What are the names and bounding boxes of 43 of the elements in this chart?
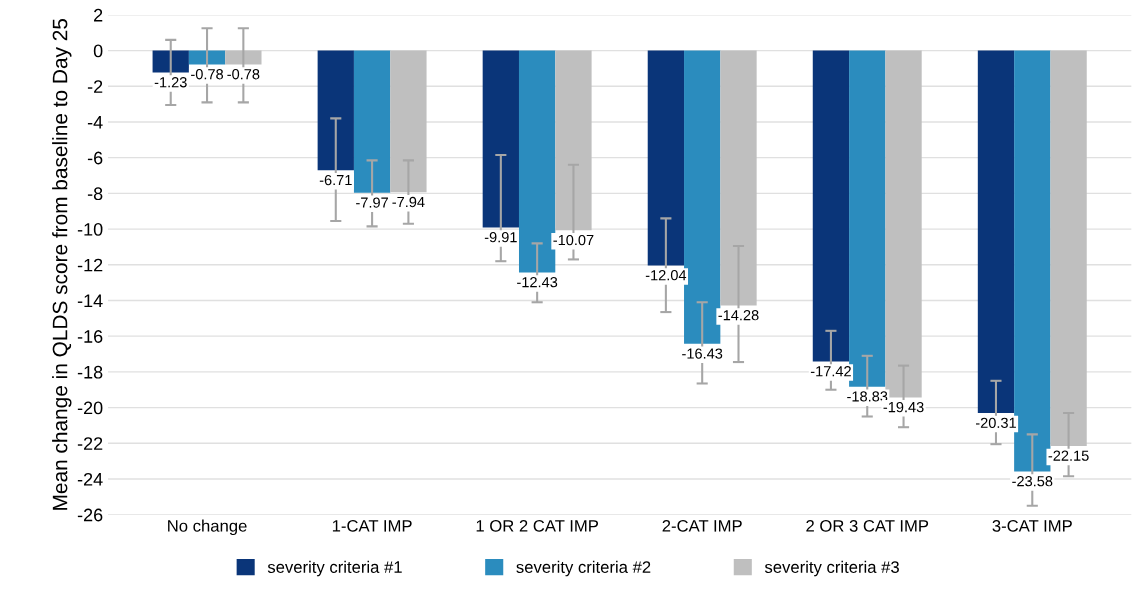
data-label: -12.04 [645, 270, 687, 281]
legend-label: severity criteria #2 [516, 560, 651, 577]
y-tick-label: -16 [77, 330, 103, 343]
x-tick-label: 2 OR 3 CAT IMP [806, 519, 929, 532]
y-tick-label: 0 [93, 44, 103, 58]
y-tick-label: -4 [87, 116, 103, 129]
data-label: -7.97 [356, 197, 388, 208]
y-tick-label: -26 [77, 508, 103, 522]
data-label: -9.91 [484, 232, 517, 243]
y-tick-label: -6 [87, 151, 103, 165]
legend-label: severity criteria #3 [764, 560, 899, 577]
data-label: -19.43 [883, 401, 924, 413]
data-label: -10.07 [553, 234, 594, 246]
data-label: -22.15 [1048, 450, 1089, 461]
y-tick-label: -2 [87, 80, 103, 93]
x-tick-label: 1-CAT IMP [332, 519, 412, 532]
data-label: -14.28 [718, 310, 759, 321]
y-tick-label: -22 [77, 437, 103, 450]
data-label: -7.94 [392, 196, 425, 208]
y-tick-label: -10 [77, 223, 103, 236]
x-tick-label: 2-CAT IMP [662, 519, 742, 532]
data-label: -16.43 [682, 348, 723, 359]
data-label: -18.83 [847, 391, 888, 402]
data-label: -23.58 [1012, 476, 1053, 487]
data-label: -6.71 [319, 174, 352, 186]
y-tick-label: -24 [77, 472, 103, 486]
data-label: -0.78 [191, 69, 224, 80]
data-label: -0.78 [227, 69, 260, 80]
x-tick-label: 3-CAT IMP [992, 519, 1072, 532]
y-axis-title: Mean change in QLDS score from baseline to Day 25 [52, 18, 72, 510]
data-label: -17.42 [810, 366, 851, 377]
y-tick-label: -14 [77, 294, 103, 308]
x-tick-label: 1 OR 2 CAT IMP [476, 519, 599, 532]
data-label: -1.23 [154, 77, 187, 88]
y-tick-label: -20 [77, 401, 103, 415]
x-tick-label: No change [168, 519, 247, 536]
y-tick-label: 2 [94, 8, 103, 22]
legend-label: severity criteria #1 [267, 560, 402, 577]
data-label: -20.31 [975, 417, 1016, 428]
data-label: -12.43 [517, 277, 558, 288]
y-tick-label: -8 [87, 187, 103, 201]
y-tick-label: -18 [77, 365, 103, 379]
y-tick-label: -12 [77, 258, 103, 272]
